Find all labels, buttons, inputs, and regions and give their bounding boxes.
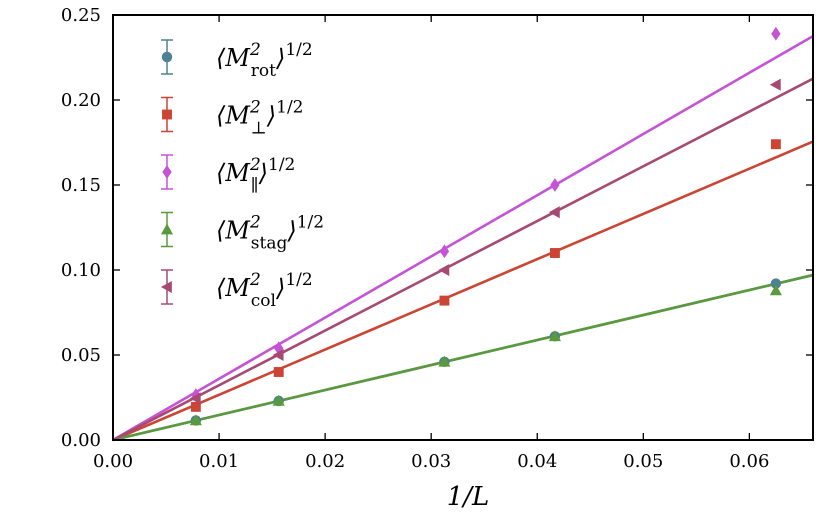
- y-tick-label: 0.10: [61, 260, 101, 281]
- y-tick-label: 0.05: [61, 345, 101, 366]
- data-point: [273, 367, 284, 377]
- data-point: [439, 244, 450, 259]
- legend-marker: [162, 165, 172, 179]
- y-tick-label: 0.00: [61, 430, 101, 451]
- plot-frame: [112, 14, 814, 441]
- data-point: [769, 78, 781, 91]
- data-points: [189, 26, 782, 426]
- data-point: [548, 330, 561, 342]
- legend: ⟨M2 rot⟩1/2 ⟨M2 ⊥⟩1/2 ⟨M2 ∥⟩1/2 ⟨M2 stag⟩1/2 ⟨M2…: [160, 39, 324, 311]
- legend-label: ⟨M2 ⊥⟩1/2: [216, 98, 304, 139]
- data-point: [438, 263, 450, 277]
- legend-label: ⟨M2 col⟩1/2: [216, 270, 313, 311]
- x-tick-label: 0.01: [199, 451, 239, 472]
- fit-lines: [112, 34, 814, 442]
- data-point: [191, 388, 201, 402]
- data-point: [770, 139, 781, 150]
- data-point: [272, 348, 284, 362]
- fit-line: [112, 34, 814, 442]
- data-point: [770, 278, 782, 289]
- data-point: [438, 355, 451, 367]
- fit-line: [112, 140, 814, 442]
- legend-marker: [162, 109, 172, 120]
- data-point: [548, 206, 560, 219]
- data-point: [189, 414, 202, 426]
- data-point: [769, 284, 782, 296]
- legend-label: ⟨M2 stag⟩1/2: [216, 213, 324, 254]
- x-axis-label: 1/L: [447, 482, 490, 512]
- fit-line: [112, 77, 814, 442]
- x-tick-label: 0.06: [729, 451, 769, 472]
- fit-line: [112, 273, 814, 442]
- legend-label: ⟨M2 rot⟩1/2: [216, 40, 313, 81]
- x-tick-label: 0.05: [623, 451, 663, 472]
- x-tick-label: 0.00: [93, 451, 133, 472]
- data-point: [771, 26, 781, 41]
- x-tick-label: 0.03: [411, 451, 451, 472]
- data-point: [439, 295, 450, 306]
- data-point: [550, 178, 560, 192]
- legend-marker: [161, 51, 173, 63]
- y-tick-label: 0.20: [61, 90, 101, 111]
- x-tick-label: 0.04: [517, 451, 557, 472]
- legend-marker: [160, 223, 174, 235]
- x-tick-label: 0.02: [305, 451, 345, 472]
- y-tick-label: 0.15: [61, 175, 101, 196]
- legend-label: ⟨M2 ∥⟩1/2: [216, 155, 295, 196]
- data-point: [549, 248, 560, 258]
- y-tick-label: 0.25: [61, 5, 101, 26]
- data-point: [190, 401, 201, 412]
- legend-marker: [160, 280, 172, 294]
- data-point: [189, 392, 201, 405]
- data-point: [272, 394, 285, 406]
- axis-ticks: 0.00 0.01 0.02 0.03 0.04 0.05 0.06 0.00 0.05 0.10…: [61, 5, 813, 472]
